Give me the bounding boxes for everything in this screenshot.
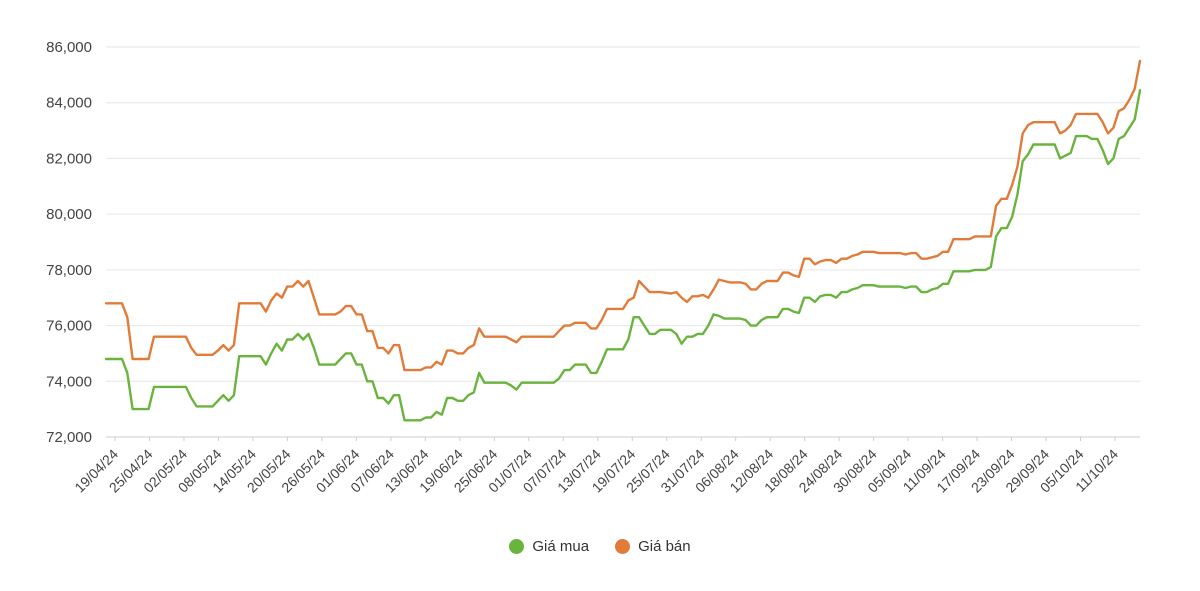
y-tick-label: 76,000 [46,318,92,335]
legend: Giá mua Giá bán [0,538,1200,555]
grid-lines [106,46,1140,438]
y-tick-label: 82,000 [46,150,92,167]
legend-buy-marker-icon [509,539,525,554]
y-tick-label: 72,000 [46,429,92,446]
x-axis: 19/04/2425/04/2402/05/2408/05/2414/05/24… [71,437,1121,496]
legend-item-buy[interactable]: Giá mua [509,538,589,555]
y-tick-label: 74,000 [46,373,92,390]
series-lines [104,59,1142,422]
legend-item-sell[interactable]: Giá bán [615,538,691,555]
series-line-sell [104,59,1142,372]
y-tick-label: 78,000 [46,262,92,279]
legend-label-buy: Giá mua [532,538,590,555]
legend-sell-marker-icon [615,539,631,554]
legend-label-sell: Giá bán [638,538,691,555]
y-tick-label: 86,000 [46,39,92,56]
y-tick-label: 80,000 [46,206,92,223]
series-line-buy [104,88,1142,422]
y-tick-label: 84,000 [46,95,92,112]
y-axis-tick-labels: 72,000 74,000 76,000 78,000 80,000 82,000 84,0… [46,39,92,446]
